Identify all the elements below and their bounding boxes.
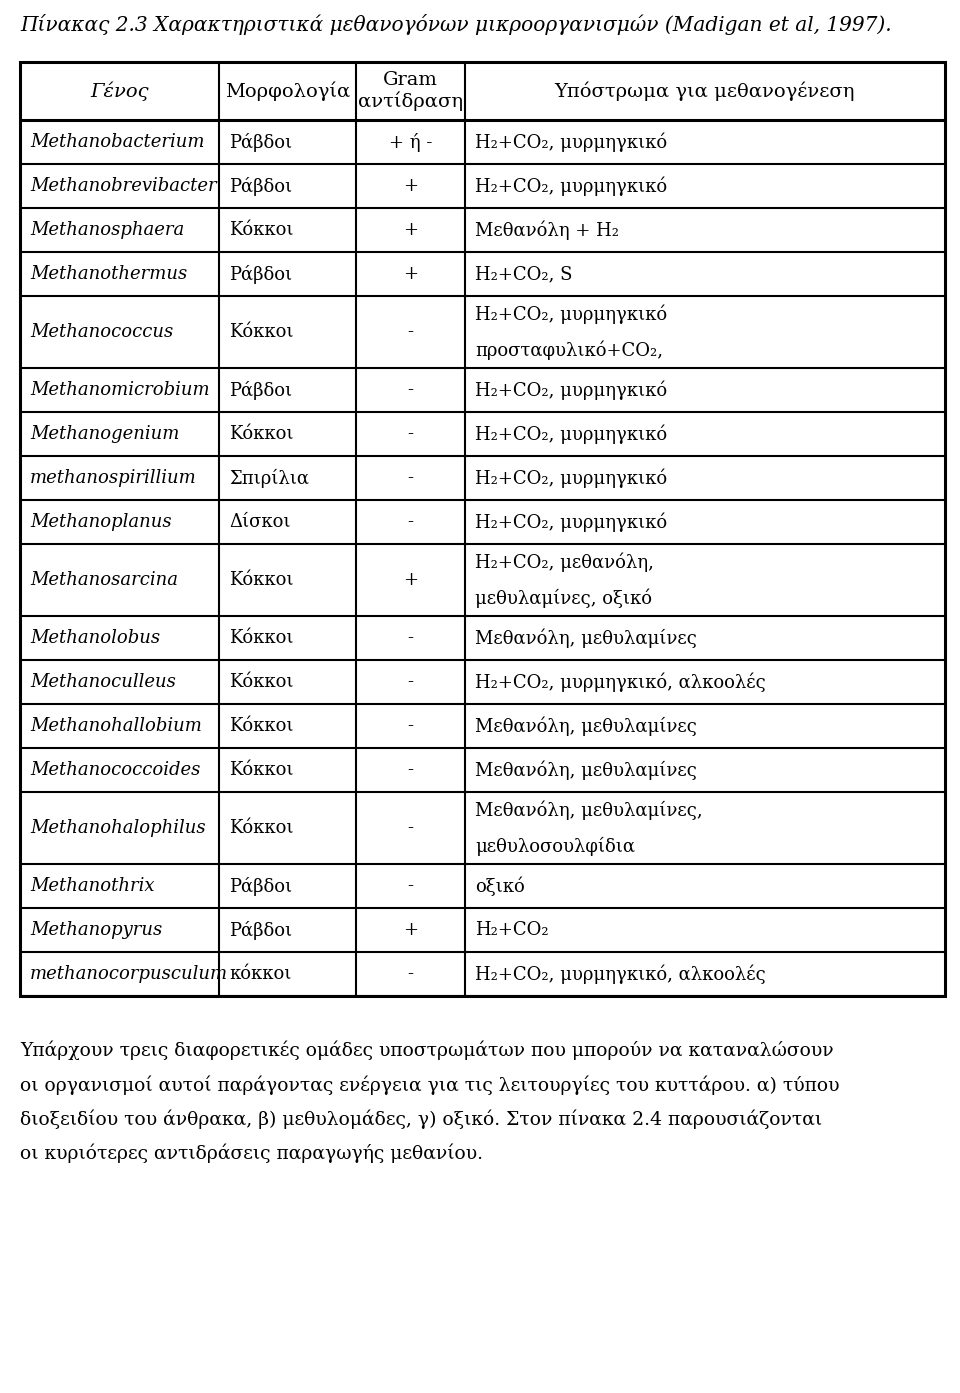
Text: -: - (407, 323, 414, 341)
Text: +: + (403, 571, 418, 589)
Text: Gram
αντίδραση: Gram αντίδραση (358, 71, 463, 111)
Text: H₂+CO₂, μυρμηγκικό: H₂+CO₂, μυρμηγκικό (475, 304, 667, 323)
Text: H₂+CO₂, μυρμηγκικό: H₂+CO₂, μυρμηγκικό (475, 177, 667, 196)
Text: Κόκκοι: Κόκκοι (228, 221, 294, 240)
Text: μεθυλαμίνες, οξικό: μεθυλαμίνες, οξικό (475, 588, 652, 607)
Text: Methanococcus: Methanococcus (30, 323, 173, 341)
Text: οι οργανισμοί αυτοί παράγοντας ενέργεια για τις λειτουργίες του κυττάρου. α) τύπ: οι οργανισμοί αυτοί παράγοντας ενέργεια … (20, 1075, 839, 1095)
Text: Υπόστρωμα για μεθανογένεση: Υπόστρωμα για μεθανογένεση (555, 81, 855, 100)
Text: Methanohallobium: Methanohallobium (30, 717, 202, 736)
Text: Methanogenium: Methanogenium (30, 425, 180, 443)
Text: -: - (407, 382, 414, 398)
Text: Κόκκοι: Κόκκοι (228, 571, 294, 589)
Text: Υπάρχουν τρεις διαφορετικές ομάδες υποστρωμάτων που μπορούν να καταναλώσουν: Υπάρχουν τρεις διαφορετικές ομάδες υποστ… (20, 1041, 833, 1060)
Text: H₂+CO₂, μυρμηγκικό: H₂+CO₂, μυρμηγκικό (475, 468, 667, 488)
Text: Ράβδοι: Ράβδοι (228, 380, 292, 400)
Text: Ράβδοι: Ράβδοι (228, 265, 292, 284)
Text: Ράβδοι: Ράβδοι (228, 177, 292, 195)
Text: προσταφυλικό+CO₂,: προσταφυλικό+CO₂, (475, 340, 663, 359)
Text: Methanohalophilus: Methanohalophilus (30, 819, 205, 837)
Text: Methanosphaera: Methanosphaera (30, 221, 184, 240)
Text: -: - (407, 630, 414, 646)
Text: -: - (407, 965, 414, 983)
Text: -: - (407, 469, 414, 488)
Text: +: + (403, 921, 418, 939)
Text: Methanothermus: Methanothermus (30, 265, 187, 283)
Text: Ράβδοι: Ράβδοι (228, 876, 292, 896)
Text: Ράβδοι: Ράβδοι (228, 132, 292, 152)
Text: H₂+CO₂: H₂+CO₂ (475, 921, 548, 939)
Text: Methanothrix: Methanothrix (30, 878, 155, 894)
Text: Methanoplanus: Methanoplanus (30, 513, 172, 531)
Text: -: - (407, 513, 414, 531)
Text: Ράβδοι: Ράβδοι (228, 921, 292, 939)
Text: +: + (403, 265, 418, 283)
Text: Μεθανόλη + H₂: Μεθανόλη + H₂ (475, 220, 619, 240)
Text: Δίσκοι: Δίσκοι (228, 513, 290, 531)
Text: Κόκκοι: Κόκκοι (228, 717, 294, 736)
Text: +: + (403, 177, 418, 195)
Text: H₂+CO₂, μυρμηγκικό, αλκοολές: H₂+CO₂, μυρμηγκικό, αλκοολές (475, 964, 766, 983)
Text: Κόκκοι: Κόκκοι (228, 425, 294, 443)
Text: Σπιρίλια: Σπιρίλια (228, 468, 309, 488)
Text: Κόκκοι: Κόκκοι (228, 630, 294, 646)
Text: Γένος: Γένος (90, 81, 149, 100)
Text: μεθυλοσουλφίδια: μεθυλοσουλφίδια (475, 836, 635, 855)
Text: Μεθανόλη, μεθυλαμίνες,: Μεθανόλη, μεθυλαμίνες, (475, 800, 703, 819)
Bar (20, 63, 945, 996)
Text: H₂+CO₂, μυρμηγκικό: H₂+CO₂, μυρμηγκικό (475, 132, 667, 152)
Text: +: + (403, 221, 418, 240)
Text: H₂+CO₂, μυρμηγκικό: H₂+CO₂, μυρμηγκικό (475, 513, 667, 532)
Text: -: - (407, 819, 414, 837)
Text: -: - (407, 673, 414, 691)
Text: Κόκκοι: Κόκκοι (228, 673, 294, 691)
Text: methanocorpusculum: methanocorpusculum (30, 965, 228, 983)
Text: Κόκκοι: Κόκκοι (228, 761, 294, 779)
Text: H₂+CO₂, μυρμηγκικό, αλκοολές: H₂+CO₂, μυρμηγκικό, αλκοολές (475, 673, 766, 692)
Text: H₂+CO₂, μεθανόλη,: H₂+CO₂, μεθανόλη, (475, 552, 654, 571)
Text: + ή -: + ή - (389, 132, 432, 152)
Text: methanospirillium: methanospirillium (30, 469, 197, 488)
Text: Κόκκοι: Κόκκοι (228, 819, 294, 837)
Text: Methanobrevibacter: Methanobrevibacter (30, 177, 217, 195)
Text: Methanoculleus: Methanoculleus (30, 673, 176, 691)
Text: -: - (407, 761, 414, 779)
Text: διοξειδίου του άνθρακα, β) μεθυλομάδες, γ) οξικό. Στον πίνακα 2.4 παρουσιάζονται: διοξειδίου του άνθρακα, β) μεθυλομάδες, … (20, 1109, 822, 1128)
Text: Μορφολογία: Μορφολογία (225, 81, 350, 100)
Text: -: - (407, 425, 414, 443)
Text: Κόκκοι: Κόκκοι (228, 323, 294, 341)
Text: Methanopyrus: Methanopyrus (30, 921, 162, 939)
Text: Methanolobus: Methanolobus (30, 630, 160, 646)
Text: κόκκοι: κόκκοι (228, 965, 291, 983)
Text: Methanococcoides: Methanococcoides (30, 761, 201, 779)
Text: H₂+CO₂, μυρμηγκικό: H₂+CO₂, μυρμηγκικό (475, 380, 667, 400)
Text: Μεθανόλη, μεθυλαμίνες: Μεθανόλη, μεθυλαμίνες (475, 761, 697, 780)
Text: H₂+CO₂, S: H₂+CO₂, S (475, 265, 572, 283)
Text: Methanomicrobium: Methanomicrobium (30, 382, 209, 398)
Text: Πίνακας 2.3 Χαρακτηριστικά μεθανογόνων μικροοργανισμών (Madigan et al, 1997).: Πίνακας 2.3 Χαρακτηριστικά μεθανογόνων μ… (20, 14, 892, 35)
Text: οξικό: οξικό (475, 876, 525, 896)
Text: H₂+CO₂, μυρμηγκικό: H₂+CO₂, μυρμηγκικό (475, 425, 667, 444)
Text: οι κυριότερες αντιδράσεις παραγωγής μεθανίου.: οι κυριότερες αντιδράσεις παραγωγής μεθα… (20, 1144, 483, 1163)
Text: Μεθανόλη, μεθυλαμίνες: Μεθανόλη, μεθυλαμίνες (475, 628, 697, 648)
Text: Methanosarcina: Methanosarcina (30, 571, 178, 589)
Text: -: - (407, 878, 414, 894)
Text: Μεθανόλη, μεθυλαμίνες: Μεθανόλη, μεθυλαμίνες (475, 716, 697, 736)
Text: -: - (407, 717, 414, 736)
Text: Methanobacterium: Methanobacterium (30, 132, 204, 150)
